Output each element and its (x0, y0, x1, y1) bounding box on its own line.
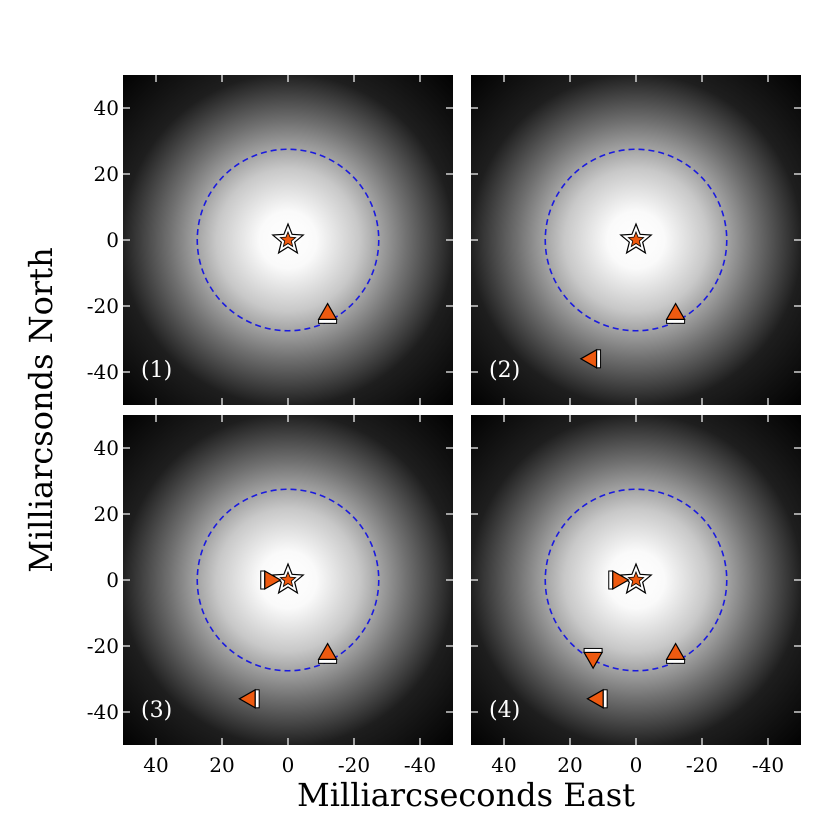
triangle-right-marker (260, 569, 282, 591)
triangle-up-marker-shape (317, 642, 338, 660)
triangle-left-marker (586, 688, 608, 709)
y-tick-label: 0 (106, 568, 119, 592)
dashed-circle (196, 488, 380, 672)
star-marker-core (627, 570, 645, 588)
triangle-up-marker (665, 642, 686, 664)
x-axis-label: Milliarcseconds East (297, 776, 635, 814)
panel-label: (4) (489, 698, 520, 723)
x-tick-label: -40 (404, 753, 436, 777)
x-tick-label: 20 (209, 753, 234, 777)
triangle-up-marker-shape (665, 302, 686, 320)
y-axis-label: Milliarcsonds North (22, 247, 60, 572)
triangle-up-marker (665, 302, 686, 324)
y-tick-label: -40 (87, 700, 119, 724)
panels: (1) 40 20 0 -20 -40 (2) (3) 40 20 0 -20 -40 40 20 0 -20 -… (87, 75, 801, 777)
triangle-up-marker-shape (665, 642, 686, 660)
y-tick-label: -20 (87, 634, 119, 658)
panel-1: (1) 40 20 0 -20 -40 (87, 75, 453, 405)
star-marker (619, 222, 653, 255)
x-tick-label: 0 (630, 753, 643, 777)
y-tick-label: -20 (87, 294, 119, 318)
triangle-up-marker-shape (317, 302, 338, 320)
y-tick-label: 40 (94, 436, 119, 460)
x-tick-label: 40 (491, 753, 516, 777)
triangle-left-marker-shape (586, 688, 604, 709)
triangle-right-marker-shape (612, 569, 630, 591)
dashed-circle (196, 148, 380, 332)
y-tick-label: 40 (94, 96, 119, 120)
y-tick-label: 20 (94, 502, 119, 526)
triangle-left-marker (579, 348, 602, 369)
triangle-left-marker-shape (579, 348, 598, 369)
panel-label: (3) (141, 698, 172, 723)
triangle-down-marker (583, 647, 604, 670)
triangle-up-marker (317, 302, 338, 324)
star-marker (271, 222, 305, 255)
star-marker-core (627, 230, 645, 248)
star-marker-core (279, 230, 297, 248)
y-tick-label: 0 (106, 228, 119, 252)
x-tick-label: -20 (686, 753, 718, 777)
triangle-down-marker-shape (583, 651, 604, 670)
star-marker-core (279, 570, 297, 588)
star-marker (619, 562, 653, 595)
triangle-right-marker (608, 569, 630, 591)
panel-4: (4) 40 20 0 -20 -40 (471, 415, 801, 777)
star-marker (271, 562, 305, 595)
triangle-right-marker-shape (264, 569, 282, 591)
dashed-circle (544, 148, 728, 332)
y-tick-label: -40 (87, 360, 119, 384)
x-tick-label: 40 (143, 753, 168, 777)
x-tick-label: -40 (752, 753, 784, 777)
panel-label: (1) (141, 358, 172, 383)
x-tick-label: -20 (338, 753, 370, 777)
panel-2: (2) (471, 75, 801, 405)
panel-label: (2) (489, 358, 520, 383)
dashed-circle (544, 488, 728, 672)
y-tick-label: 20 (94, 162, 119, 186)
triangle-up-marker (317, 642, 338, 664)
x-tick-label: 20 (557, 753, 582, 777)
x-tick-label: 0 (282, 753, 295, 777)
panel-3: (3) 40 20 0 -20 -40 40 20 0 -20 -40 (87, 415, 453, 777)
triangle-left-marker-shape (238, 688, 256, 709)
triangle-left-marker (238, 688, 260, 709)
